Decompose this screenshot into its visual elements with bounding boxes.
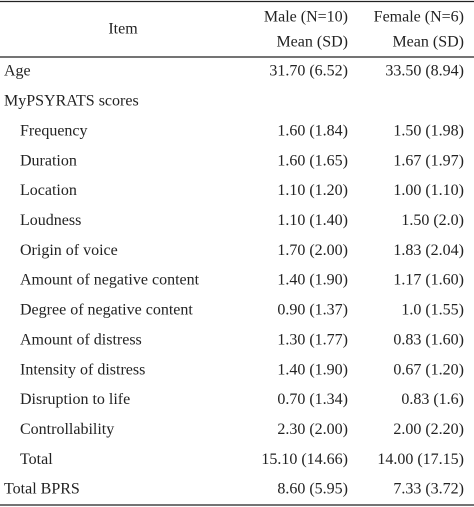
header-female-sub: Mean (SD) — [392, 34, 464, 51]
male-value: 15.10 (14.66) — [261, 451, 348, 468]
female-value: 2.00 (2.20) — [393, 421, 464, 438]
female-value: 1.67 (1.97) — [393, 152, 464, 169]
male-value: 1.30 (1.77) — [277, 331, 348, 348]
male-value: 1.60 (1.65) — [277, 152, 348, 169]
male-value: 1.60 (1.84) — [277, 122, 348, 139]
female-value: 0.83 (1.6) — [401, 391, 464, 408]
male-value: 2.30 (2.00) — [277, 421, 348, 438]
header-female: Female (N=6) — [374, 9, 464, 26]
row-label: Disruption to life — [20, 391, 130, 408]
row-label: Frequency — [20, 122, 88, 139]
female-value: 1.50 (1.98) — [393, 122, 464, 139]
female-value: 7.33 (3.72) — [393, 481, 464, 498]
female-value: 0.83 (1.60) — [393, 331, 464, 348]
header-male-sub: Mean (SD) — [276, 34, 348, 51]
male-value: 1.10 (1.20) — [277, 182, 348, 199]
header-male: Male (N=10) — [264, 9, 348, 26]
female-value: 33.50 (8.94) — [385, 63, 464, 80]
row-label: Amount of distress — [20, 331, 142, 348]
row-label: Degree of negative content — [20, 302, 193, 319]
row-label: Location — [20, 182, 77, 199]
row-label: Total BPRS — [4, 481, 80, 498]
row-label: Origin of voice — [20, 242, 118, 259]
male-value: 0.70 (1.34) — [277, 391, 348, 408]
row-label: Amount of negative content — [20, 272, 200, 289]
row-label: Intensity of distress — [20, 361, 145, 378]
female-value: 1.00 (1.10) — [393, 182, 464, 199]
male-value: 1.40 (1.90) — [277, 272, 348, 289]
female-value: 1.0 (1.55) — [401, 302, 464, 319]
female-value: 1.50 (2.0) — [401, 212, 464, 229]
male-value: 1.10 (1.40) — [277, 212, 348, 229]
row-label: Age — [4, 63, 31, 80]
row-label: Controllability — [20, 421, 114, 438]
female-value: 1.83 (2.04) — [393, 242, 464, 259]
section-label: MyPSYRATS scores — [4, 93, 139, 110]
female-value: 1.17 (1.60) — [393, 272, 464, 289]
male-value: 0.90 (1.37) — [277, 302, 348, 319]
male-value: 1.70 (2.00) — [277, 242, 348, 259]
header-item: Item — [108, 21, 138, 38]
row-label: Loudness — [20, 212, 81, 229]
row-label: Duration — [20, 152, 77, 169]
female-value: 14.00 (17.15) — [377, 451, 464, 468]
male-value: 8.60 (5.95) — [277, 481, 348, 498]
row-label: Total — [20, 451, 53, 468]
male-value: 1.40 (1.90) — [277, 361, 348, 378]
male-value: 31.70 (6.52) — [269, 63, 348, 80]
female-value: 0.67 (1.20) — [393, 361, 464, 378]
